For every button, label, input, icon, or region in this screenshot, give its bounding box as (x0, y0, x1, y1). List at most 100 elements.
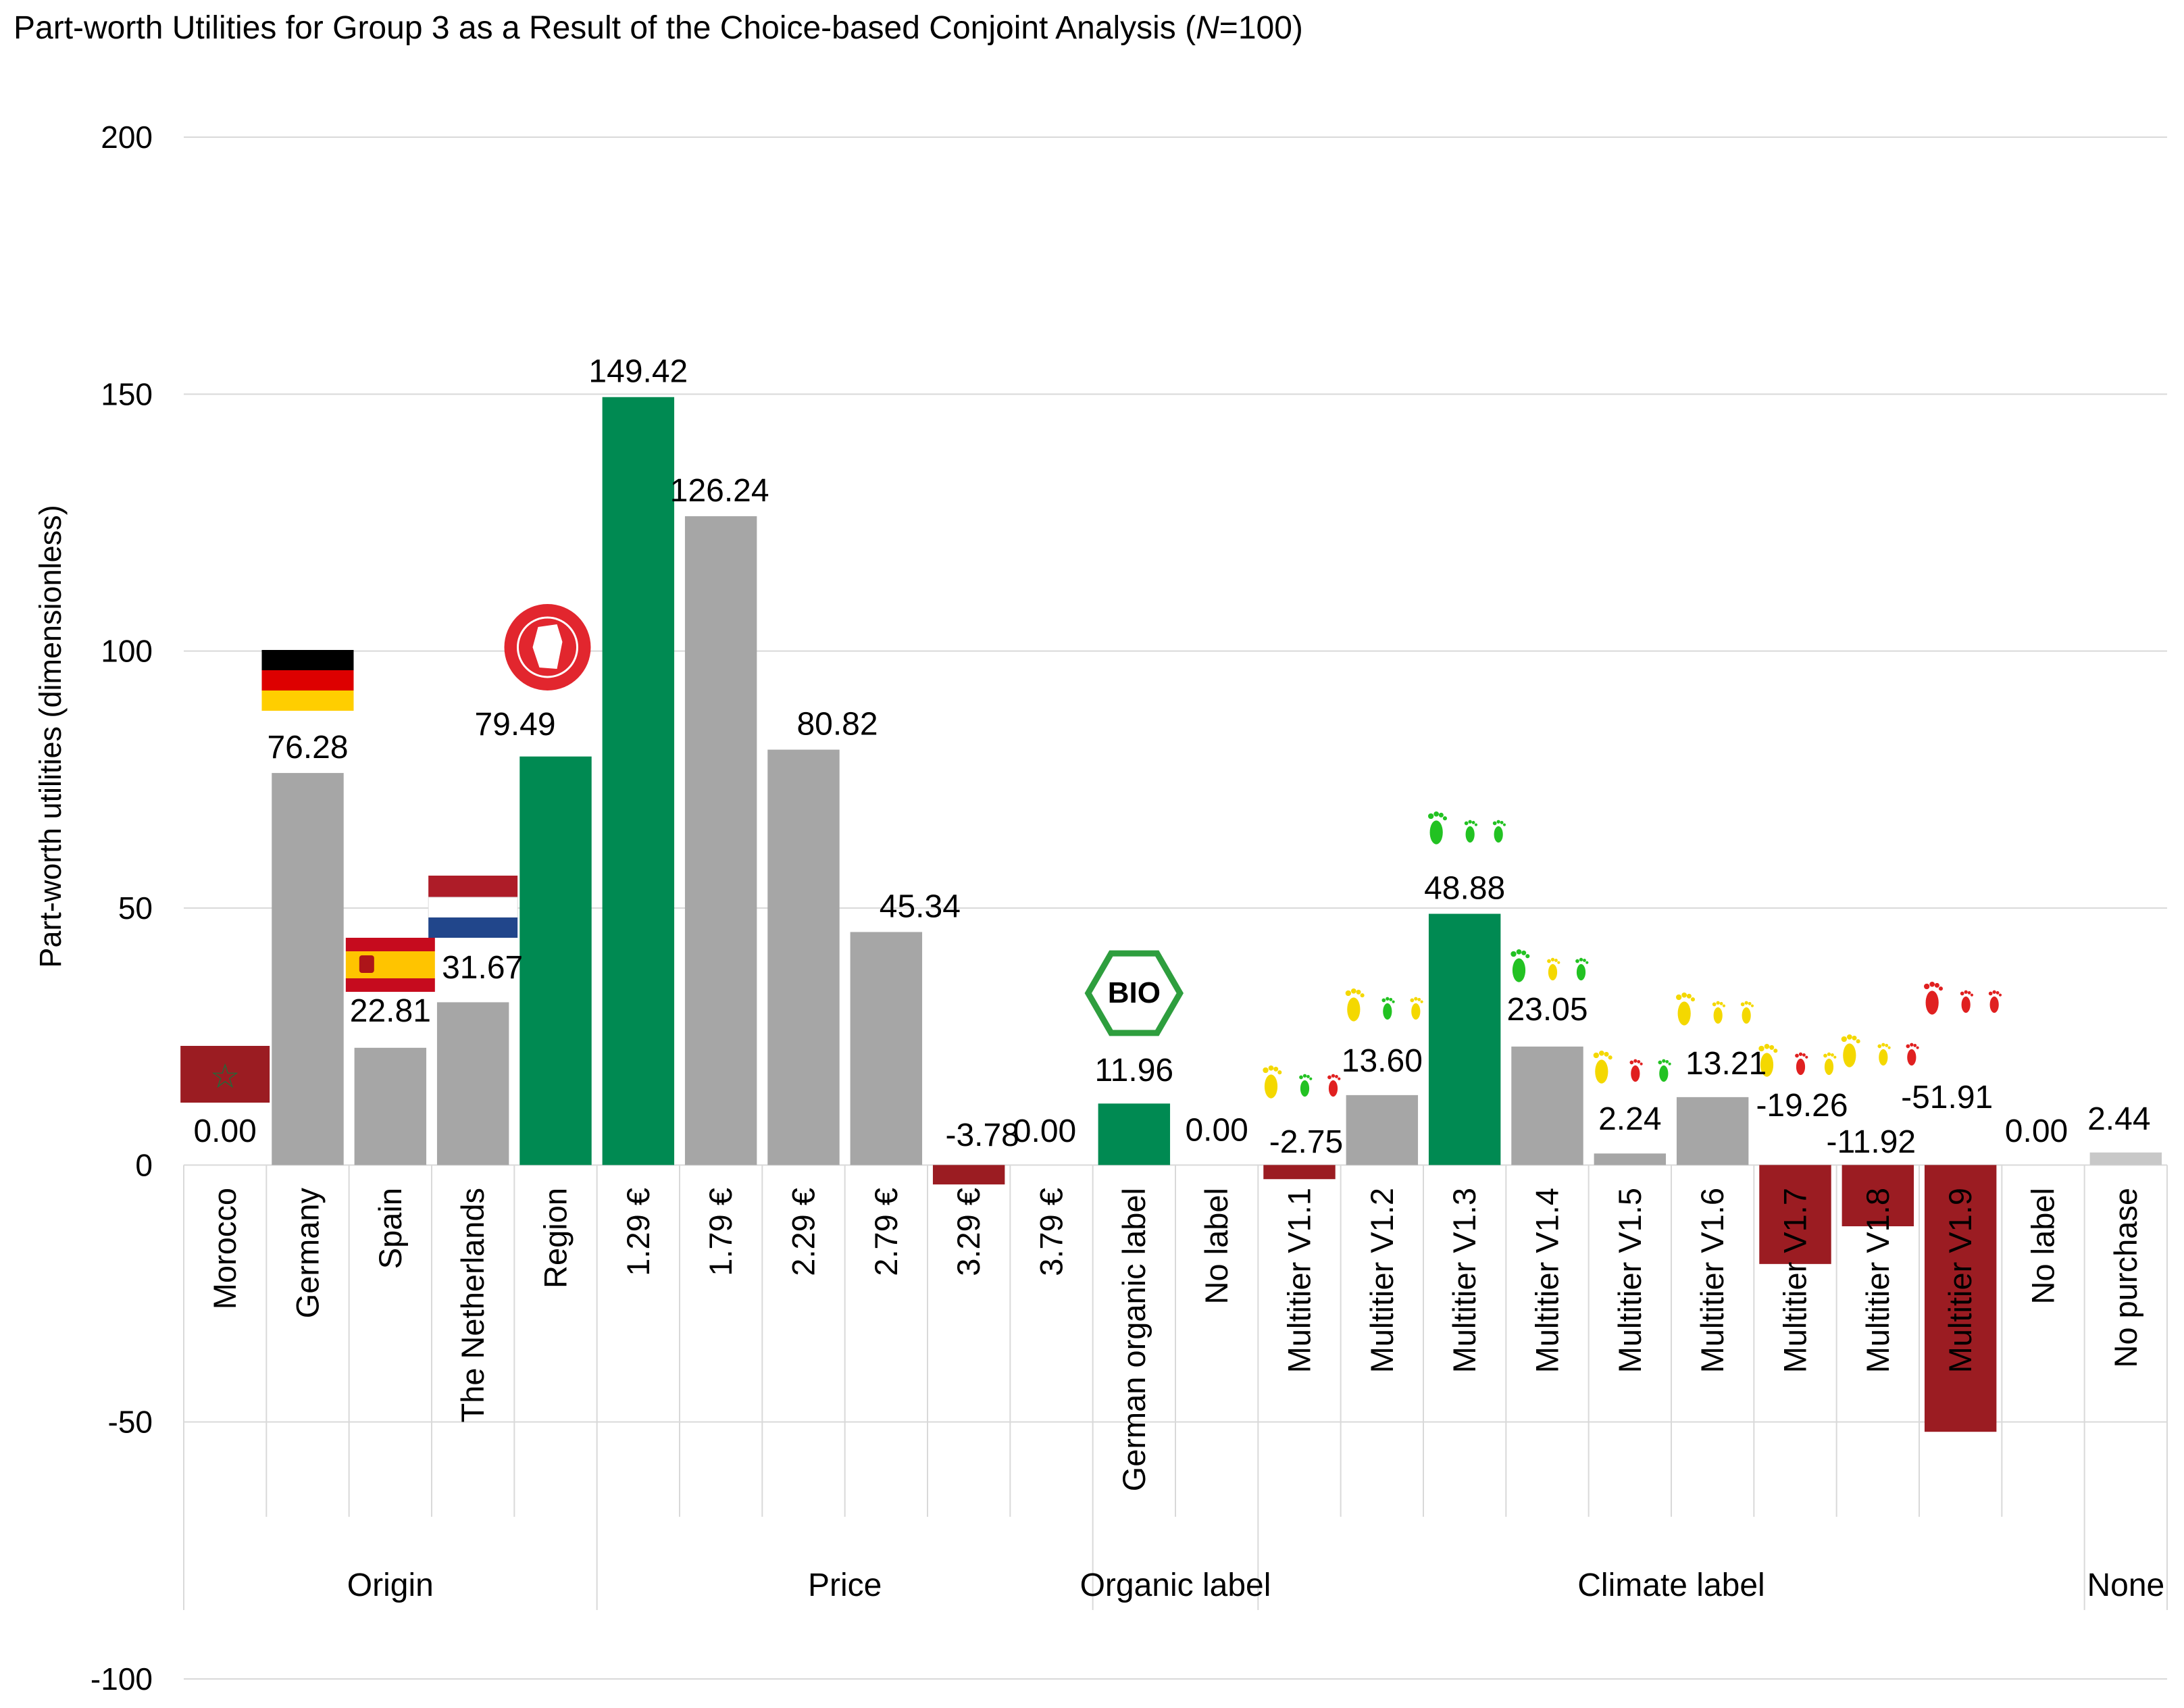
x-tick-label: Multitier V1.1 (1281, 1188, 1317, 1373)
chart-title-main: Part-worth Utilities for Group 3 as a Re… (14, 10, 1196, 46)
y-tick-label: 150 (101, 376, 153, 411)
data-label: 31.67 (442, 950, 523, 986)
footprint-icon (1758, 1043, 1837, 1077)
y-tick-label: 0 (135, 1147, 153, 1182)
bar (1594, 1153, 1667, 1165)
footprint-icon (1841, 1034, 1919, 1068)
icon-layer: ☆ BIO (180, 604, 2002, 1103)
y-axis-ticks: 200 150 100 50 0 -50 -100 (91, 120, 153, 1697)
x-tick-label: Multitier V1.4 (1529, 1188, 1565, 1373)
bar (1346, 1095, 1419, 1165)
data-label: 2.24 (1598, 1101, 1661, 1137)
data-label: -2.75 (1269, 1124, 1343, 1160)
bar (1759, 1165, 1831, 1264)
x-tick-label: Multitier V1.8 (1860, 1188, 1896, 1373)
x-tick-label: 3.79 € (1034, 1188, 1069, 1276)
data-label: 80.82 (796, 707, 878, 743)
netherlands-flag-icon (428, 876, 518, 938)
germany-flag-icon (261, 650, 354, 711)
bar (684, 516, 757, 1165)
category-separators (183, 1165, 2168, 1610)
bar (1428, 913, 1501, 1165)
bar (272, 773, 344, 1165)
bar (767, 749, 840, 1165)
group-labels: Origin Price Organic label Climate label Non… (347, 1567, 2164, 1603)
data-label: -3.78 (945, 1117, 1019, 1153)
y-tick-label: -50 (108, 1405, 153, 1440)
category-labels: Morocco Germany Spain The Netherlands Region… (207, 1188, 2143, 1492)
bar (1924, 1165, 1997, 1432)
x-tick-label: Multitier V1.2 (1364, 1188, 1400, 1373)
group-label: None (2087, 1567, 2164, 1603)
data-label: -19.26 (1756, 1088, 1848, 1124)
data-label: 45.34 (880, 888, 961, 924)
x-tick-label: The Netherlands (455, 1188, 490, 1422)
x-tick-label: 1.29 € (620, 1188, 656, 1276)
x-tick-label: Multitier V1.9 (1942, 1188, 1978, 1373)
x-tick-label: 2.29 € (786, 1188, 821, 1276)
data-label: 0.00 (1013, 1113, 1076, 1149)
x-tick-label: 3.29 € (950, 1188, 986, 1276)
data-label: 76.28 (267, 730, 348, 765)
x-tick-label: Multitier V1.7 (1777, 1188, 1813, 1373)
footprint-icon (1676, 992, 1754, 1026)
bar (519, 756, 592, 1165)
chart-title-suffix: =100) (1219, 10, 1303, 46)
spain-flag-icon (345, 938, 435, 992)
bar (2089, 1152, 2162, 1165)
footprint-icon (1510, 949, 1589, 982)
bar (1098, 1103, 1171, 1165)
value-labels: 0.00 76.28 22.81 31.67 79.49 149.42 126.24 80.8… (193, 354, 2150, 1160)
x-tick-label: Multitier V1.5 (1612, 1188, 1648, 1373)
bar (850, 932, 923, 1165)
y-tick-label: 50 (118, 890, 153, 926)
y-tick-label: 200 (101, 120, 153, 155)
chart-title: Part-worth Utilities for Group 3 as a Re… (14, 9, 1303, 47)
data-label: 22.81 (350, 993, 431, 1029)
data-label: 0.00 (2005, 1113, 2068, 1149)
x-tick-label: 1.79 € (703, 1188, 738, 1276)
group-label: Climate label (1577, 1567, 1764, 1603)
data-label: -51.91 (1901, 1080, 1993, 1115)
data-label: -11.92 (1827, 1124, 1916, 1160)
data-label: 79.49 (474, 707, 555, 743)
chart-title-n: N (1196, 10, 1219, 46)
group-label: Price (808, 1567, 882, 1603)
bar (1511, 1046, 1583, 1165)
bar-layer (272, 397, 2162, 1432)
footprint-icon (1263, 1065, 1341, 1099)
bar (1676, 1097, 1749, 1165)
bio-label-icon: BIO (1084, 950, 1184, 1036)
bar (602, 397, 675, 1165)
data-label: 23.05 (1506, 992, 1588, 1028)
x-tick-label: Spain (372, 1188, 408, 1269)
footprint-icon (1428, 811, 1506, 845)
x-tick-label: No purchase (2108, 1188, 2143, 1368)
bar (932, 1165, 1005, 1185)
data-label: 0.00 (1185, 1112, 1248, 1148)
data-label: 0.00 (193, 1113, 256, 1149)
x-tick-label: German organic label (1116, 1188, 1152, 1491)
x-tick-label: Multitier V1.3 (1446, 1188, 1482, 1373)
data-label: 149.42 (588, 354, 688, 390)
x-tick-label: Germany (290, 1188, 326, 1319)
group-label: Organic label (1080, 1567, 1271, 1603)
footprint-icon (1593, 1050, 1671, 1084)
regional-seal-icon (504, 604, 591, 690)
footprint-icon (1345, 988, 1423, 1022)
bar (354, 1047, 427, 1165)
y-tick-label: 100 (101, 634, 153, 669)
x-tick-label: No label (1198, 1188, 1234, 1304)
data-label: 48.88 (1424, 871, 1505, 907)
data-label: 11.96 (1095, 1053, 1174, 1088)
x-tick-label: No label (2025, 1188, 2061, 1304)
y-axis-title: Part-worth utilities (dimensionless) (33, 505, 68, 968)
data-label: 13.60 (1342, 1043, 1423, 1079)
x-tick-label: Morocco (207, 1188, 243, 1309)
svg-text:☆: ☆ (210, 1057, 240, 1095)
svg-text:BIO: BIO (1108, 976, 1161, 1009)
x-tick-label: Multitier V1.6 (1694, 1188, 1730, 1373)
group-label: Origin (347, 1567, 434, 1603)
y-tick-label: -100 (91, 1661, 153, 1697)
